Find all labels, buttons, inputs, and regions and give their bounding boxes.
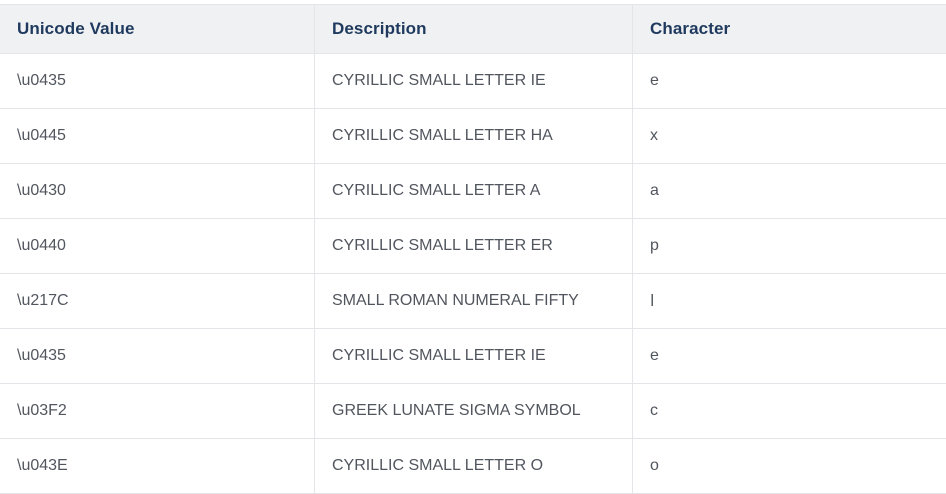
unicode-value-cell: \u217C bbox=[0, 274, 315, 328]
unicode-table: Unicode Value Description Character \u04… bbox=[0, 4, 946, 494]
unicode-value-cell: \u0435 bbox=[0, 329, 315, 383]
table-row: \u0435 CYRILLIC SMALL LETTER IE е bbox=[0, 54, 946, 109]
column-header-description: Description bbox=[315, 5, 633, 53]
table-header-row: Unicode Value Description Character bbox=[0, 4, 946, 54]
description-cell: CYRILLIC SMALL LETTER O bbox=[315, 439, 633, 493]
description-cell: CYRILLIC SMALL LETTER A bbox=[315, 164, 633, 218]
character-cell: а bbox=[650, 182, 659, 199]
character-cell: ⅼ bbox=[650, 293, 655, 310]
table-row: \u0430 CYRILLIC SMALL LETTER A а bbox=[0, 164, 946, 219]
column-header-unicode-value: Unicode Value bbox=[0, 5, 315, 53]
unicode-value-cell: \u03F2 bbox=[0, 384, 315, 438]
character-cell: о bbox=[650, 457, 659, 474]
top-spacer bbox=[0, 0, 946, 4]
table-row: \u0440 CYRILLIC SMALL LETTER ER р bbox=[0, 219, 946, 274]
character-cell: е bbox=[650, 347, 659, 364]
character-cell: р bbox=[650, 237, 659, 254]
description-cell: CYRILLIC SMALL LETTER IE bbox=[315, 329, 633, 383]
table-row: \u0445 CYRILLIC SMALL LETTER HA х bbox=[0, 109, 946, 164]
unicode-value-cell: \u0430 bbox=[0, 164, 315, 218]
table-row: \u0435 CYRILLIC SMALL LETTER IE е bbox=[0, 329, 946, 384]
description-cell: CYRILLIC SMALL LETTER IE bbox=[315, 54, 633, 108]
description-cell: CYRILLIC SMALL LETTER HA bbox=[315, 109, 633, 163]
column-header-character: Character bbox=[650, 19, 731, 38]
character-cell: е bbox=[650, 72, 659, 89]
description-cell: CYRILLIC SMALL LETTER ER bbox=[315, 219, 633, 273]
description-cell: GREEK LUNATE SIGMA SYMBOL bbox=[315, 384, 633, 438]
unicode-value-cell: \u0445 bbox=[0, 109, 315, 163]
unicode-value-cell: \u043E bbox=[0, 439, 315, 493]
table-row: \u217C SMALL ROMAN NUMERAL FIFTY ⅼ bbox=[0, 274, 946, 329]
character-cell: ϲ bbox=[650, 402, 658, 419]
unicode-value-cell: \u0440 bbox=[0, 219, 315, 273]
unicode-value-cell: \u0435 bbox=[0, 54, 315, 108]
description-cell: SMALL ROMAN NUMERAL FIFTY bbox=[315, 274, 633, 328]
character-cell: х bbox=[650, 127, 658, 144]
table-row: \u03F2 GREEK LUNATE SIGMA SYMBOL ϲ bbox=[0, 384, 946, 439]
table-row: \u043E CYRILLIC SMALL LETTER O о bbox=[0, 439, 946, 494]
